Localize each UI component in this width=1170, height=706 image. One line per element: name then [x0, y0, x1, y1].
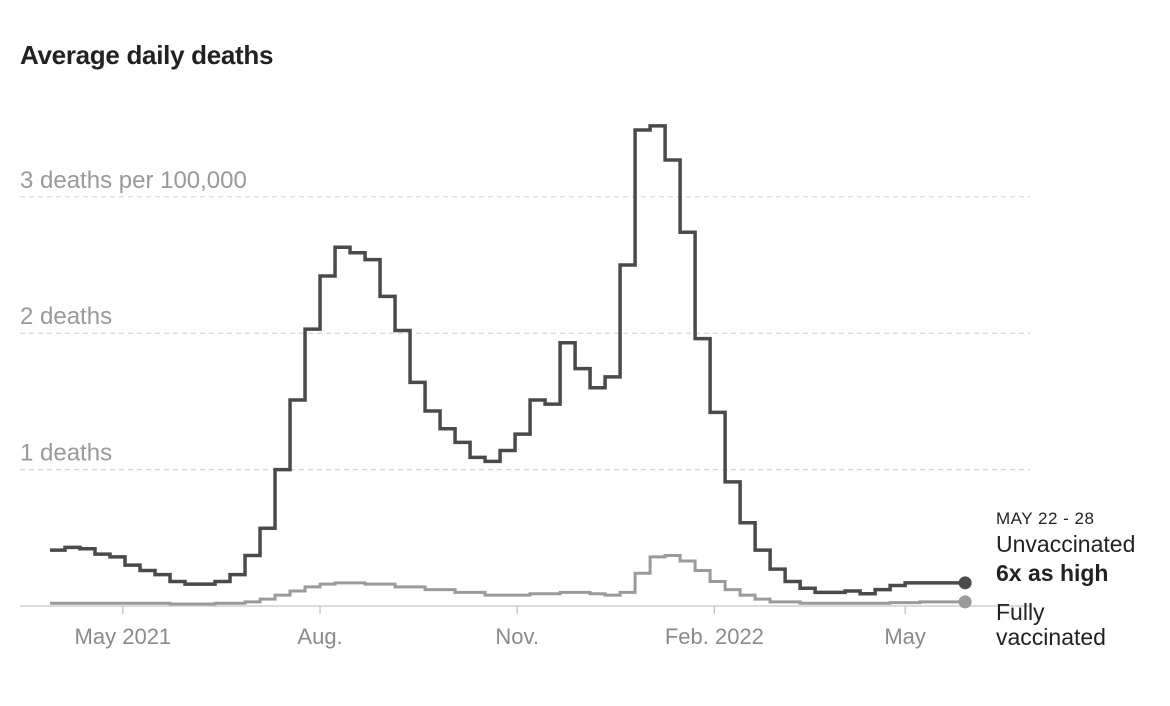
vaccinated-end-dot	[958, 595, 972, 609]
chart-title: Average daily deaths	[20, 40, 274, 70]
y-tick-label: 3 deaths per 100,000	[20, 167, 247, 194]
unvaccinated-end-dot	[958, 576, 972, 590]
vaccinated-line	[50, 554, 966, 606]
vaccinated-label-line-2: vaccinated	[996, 624, 1106, 650]
vaccinated-label-line-1: Fully	[996, 599, 1045, 625]
y-tick-label: 1 deaths	[20, 440, 112, 467]
period-label: MAY 22 - 28	[996, 509, 1094, 528]
x-tick-label: May	[884, 624, 926, 649]
y-tick-label: 2 deaths	[20, 303, 112, 330]
unvaccinated-label: Unvaccinated	[996, 531, 1135, 557]
x-tick-label: May 2021	[75, 624, 172, 649]
x-tick-label: Feb. 2022	[665, 624, 764, 649]
ratio-label: 6x as high	[996, 560, 1108, 586]
x-tick-label: Aug.	[297, 624, 342, 649]
unvaccinated-line	[50, 124, 966, 596]
x-tick-label: Nov.	[495, 624, 539, 649]
